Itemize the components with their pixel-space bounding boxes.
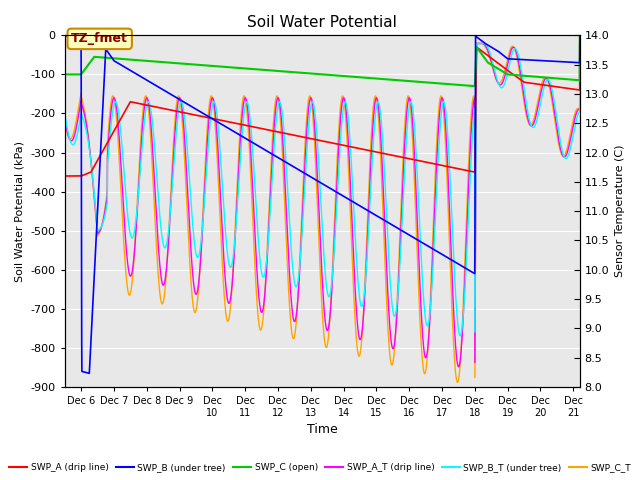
X-axis label: Time: Time bbox=[307, 423, 338, 436]
Y-axis label: Soil Water Potential (kPa): Soil Water Potential (kPa) bbox=[15, 141, 25, 282]
Text: TZ_fmet: TZ_fmet bbox=[71, 32, 128, 46]
Legend: SWP_A (drip line), SWP_B (under tree), SWP_C (open), SWP_A_T (drip line), SWP_B_: SWP_A (drip line), SWP_B (under tree), S… bbox=[5, 459, 635, 476]
Title: Soil Water Potential: Soil Water Potential bbox=[247, 15, 397, 30]
Y-axis label: Sensor Temperature (C): Sensor Temperature (C) bbox=[615, 145, 625, 277]
